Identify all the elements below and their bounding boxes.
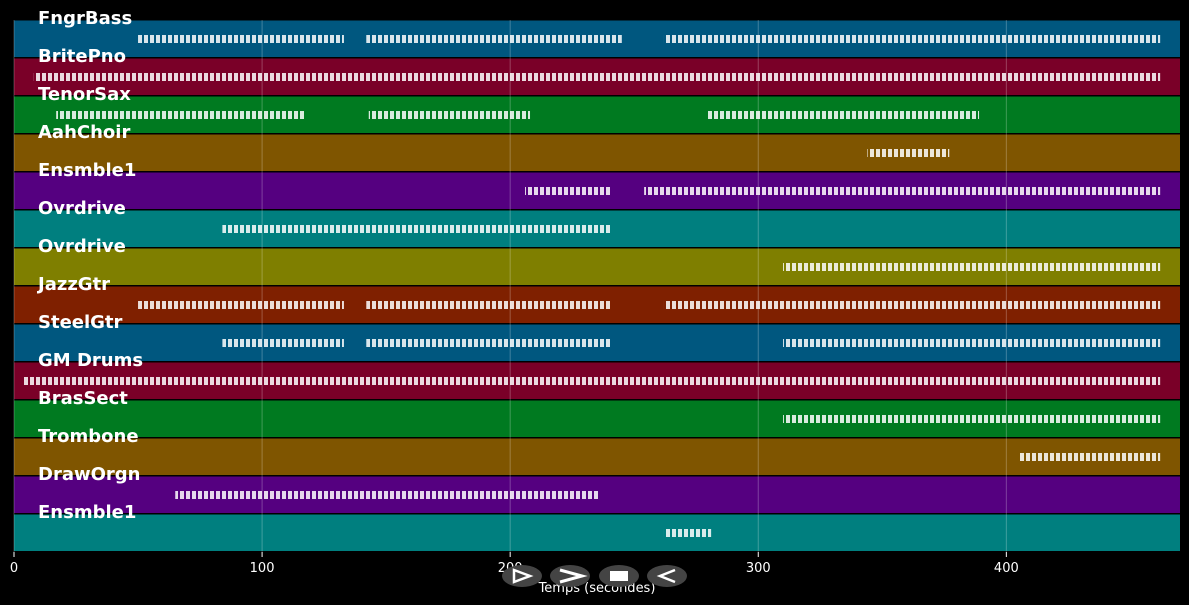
forward-icon [559, 568, 588, 584]
note-span [23, 377, 1161, 385]
note-span [783, 339, 1161, 347]
note-span [56, 111, 305, 119]
note-span [222, 225, 612, 233]
track-label: FngrBass [38, 8, 132, 29]
x-tick-label: 0 [10, 561, 18, 576]
note-span [366, 35, 622, 43]
note-span [366, 339, 612, 347]
note-span [222, 339, 344, 347]
stop-icon [610, 571, 628, 581]
track-label: SteelGtr [38, 312, 123, 333]
back-button[interactable] [647, 565, 687, 587]
play-button[interactable] [502, 565, 542, 587]
note-span [1018, 453, 1161, 461]
note-span [366, 301, 612, 309]
track-label: Ovrdrive [38, 198, 126, 219]
note-span [33, 73, 1161, 81]
track-band [14, 514, 1180, 551]
track-band [14, 438, 1180, 475]
note-span [138, 301, 344, 309]
track-label: Trombone [38, 426, 139, 447]
note-span [138, 35, 344, 43]
x-tick-label: 400 [994, 561, 1019, 576]
note-span [783, 415, 1161, 423]
note-span [663, 529, 712, 537]
note-span [783, 263, 1161, 271]
track-label: GM Drums [38, 350, 143, 371]
track-label: BritePno [38, 46, 126, 67]
note-span [663, 301, 1161, 309]
note-span [644, 187, 1161, 195]
track-band [14, 134, 1180, 171]
track-label: Ovrdrive [38, 236, 126, 257]
track-label: DrawOrgn [38, 464, 140, 485]
play-icon [512, 568, 534, 584]
track-label: TenorSax [38, 84, 131, 105]
track-label: Ensmble1 [38, 502, 136, 523]
note-span [867, 149, 950, 157]
note-span [368, 111, 531, 119]
track-label: JazzGtr [36, 274, 110, 295]
track-label: AahChoir [38, 122, 130, 143]
note-span [706, 111, 980, 119]
x-tick-label: 300 [746, 561, 771, 576]
track-label: Ensmble1 [38, 160, 136, 181]
note-span [663, 35, 1161, 43]
track-label: BrasSect [38, 388, 128, 409]
playback-controls [502, 565, 687, 587]
note-span [175, 491, 600, 499]
x-tick-label: 100 [250, 561, 275, 576]
back-icon [656, 568, 676, 584]
note-span [525, 187, 612, 195]
